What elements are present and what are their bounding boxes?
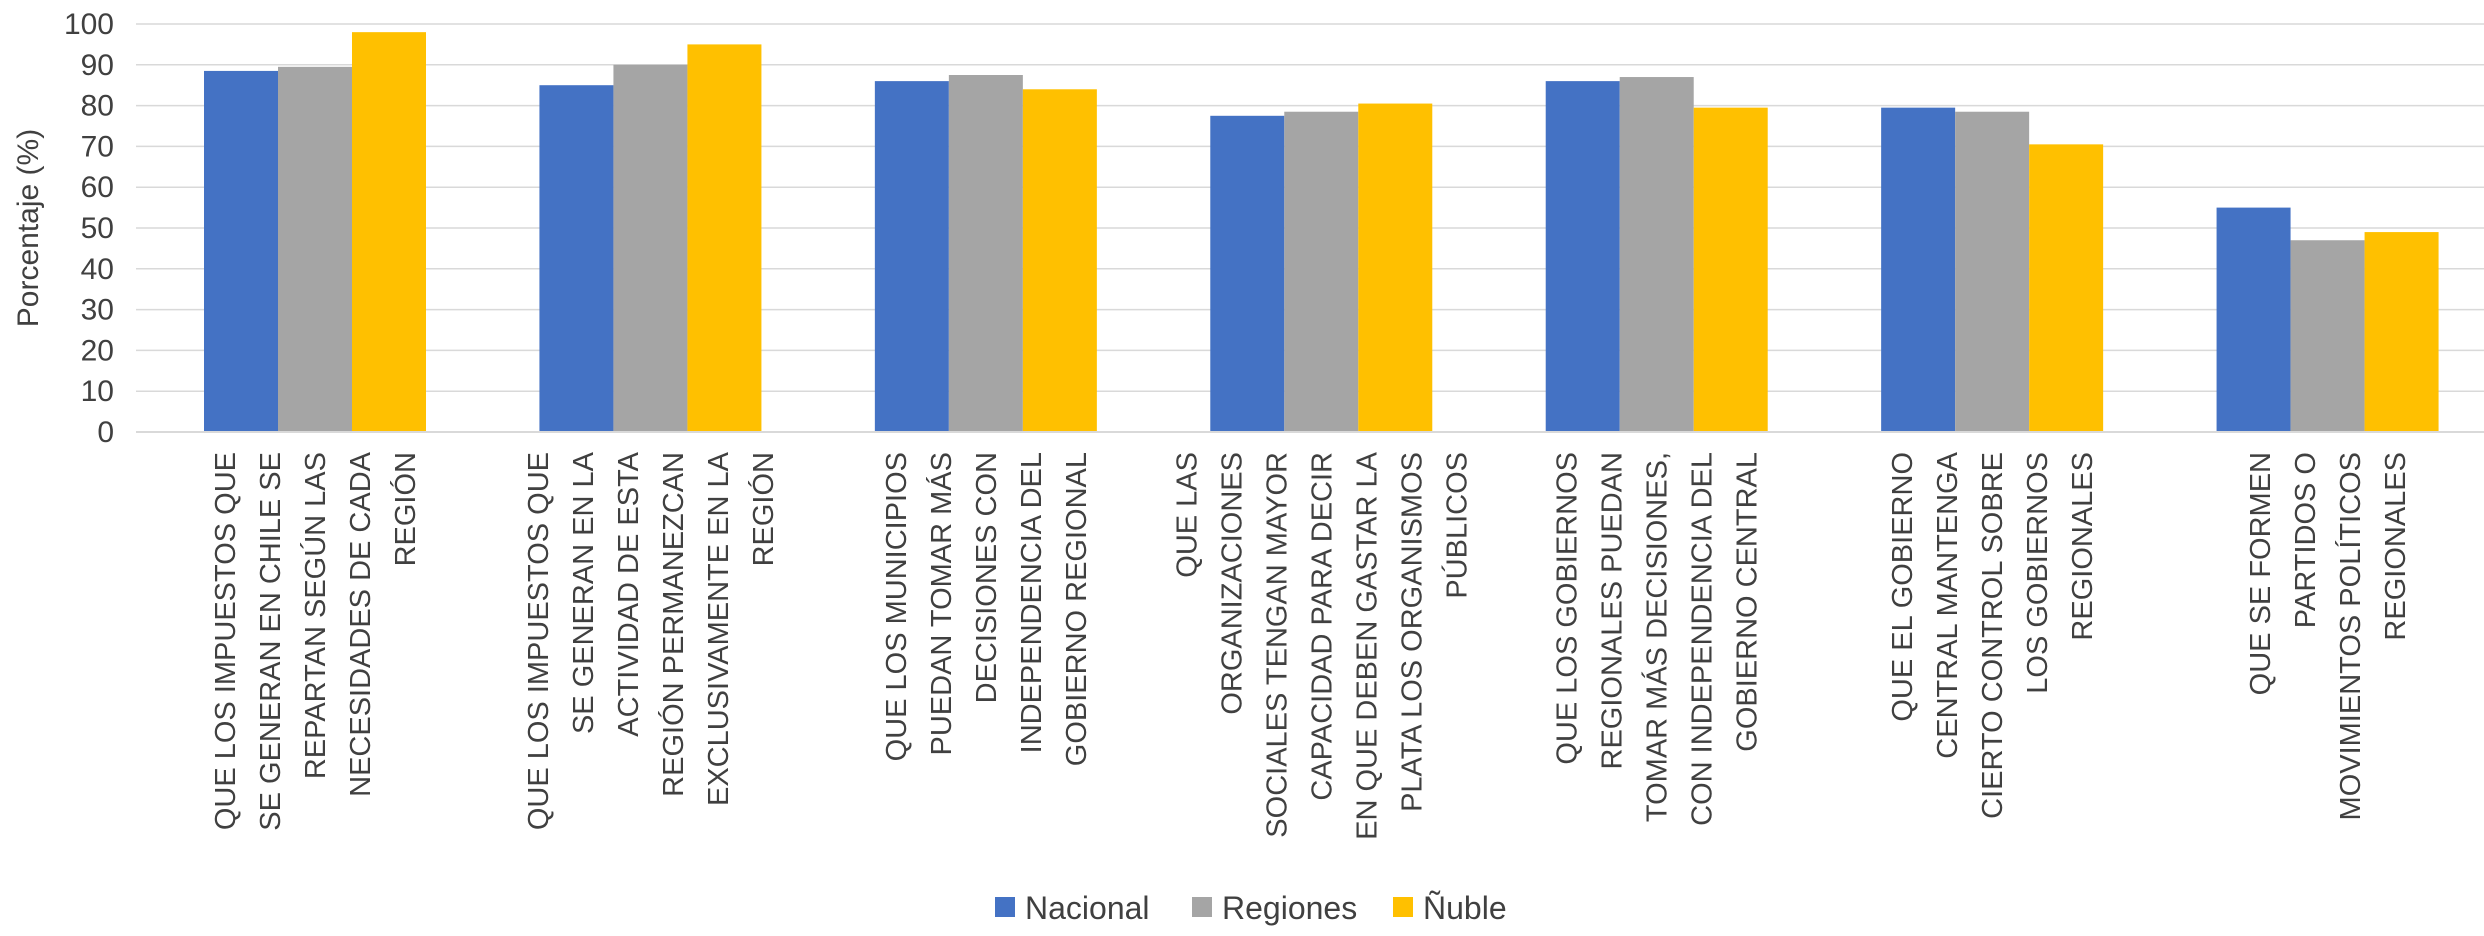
category-label-line: PARTIDOS O <box>2290 452 2322 628</box>
bar--uble-6 <box>2029 144 2104 433</box>
category-label-line: REGIONALES <box>2380 452 2412 641</box>
y-axis: 0 10 20 30 40 50 60 70 80 90 100 <box>64 8 114 449</box>
category-label-7: QUE SE FORMEN PARTIDOS O MOVIMIENTOS POLÍT… <box>2245 452 2412 820</box>
y-tick-label: 70 <box>81 130 114 163</box>
category-label-line: REGIÓN <box>747 452 780 566</box>
y-tick-label: 0 <box>97 416 114 449</box>
category-label-line: GOBIERNO REGIONAL <box>1061 452 1093 766</box>
bar-nacional-4 <box>1210 115 1285 433</box>
category-label-line: QUE LOS IMPUESTOS QUE <box>523 452 555 830</box>
y-tick-label: 100 <box>64 8 114 41</box>
category-label-3: QUE LOS MUNICIPIOS PUEDAN TOMAR MÁS DECISI… <box>881 452 1093 766</box>
category-label-4: QUE LAS ORGANIZACIONES SOCIALES TENGAN MAY… <box>1171 451 1473 839</box>
y-tick-label: 80 <box>81 90 114 123</box>
category-label-line: QUE LOS IMPUESTOS QUE <box>210 452 242 830</box>
category-label-line: PLATA LOS ORGANISMOS <box>1396 452 1428 812</box>
legend-swatch <box>1192 897 1212 917</box>
bar-regiones-5 <box>1619 77 1694 432</box>
category-label-line: REGIONALES <box>2067 452 2099 641</box>
legend-item-nacional: Nacional <box>995 890 1150 926</box>
category-label-line: REGIONALES PUEDAN <box>1597 452 1629 769</box>
bar-nacional-3 <box>874 81 949 433</box>
bar-regiones-6 <box>1955 111 2030 432</box>
bar-nacional-6 <box>1881 107 1956 432</box>
y-tick-label: 60 <box>81 171 114 204</box>
bar-nacional-7 <box>2216 207 2291 432</box>
legend-item--uble: Ñuble <box>1393 890 1507 926</box>
bar--uble-3 <box>1022 89 1097 432</box>
bar-nacional-2 <box>539 85 614 432</box>
category-label-line: ACTIVIDAD DE ESTA <box>613 451 645 736</box>
category-label-1: QUE LOS IMPUESTOS QUE SE GENERAN EN CHILE… <box>210 451 422 830</box>
category-label-line: CAPACIDAD PARA DECIR <box>1306 452 1338 801</box>
y-tick-label: 90 <box>81 49 114 82</box>
category-label-line: PÚBLICOS <box>1440 452 1473 599</box>
category-label-line: QUE EL GOBIERNO <box>1887 452 1919 722</box>
bar-regiones-2 <box>613 64 688 433</box>
category-label-line: CON INDEPENDENCIA DEL <box>1687 452 1719 826</box>
category-label-line: REGIÓN PERMANEZCAN <box>657 452 690 797</box>
category-label-line: INDEPENDENCIA DEL <box>1016 452 1048 753</box>
category-label-line: CIERTO CONTROL SOBRE <box>1977 452 2009 819</box>
legend-item-regiones: Regiones <box>1192 890 1357 926</box>
category-label-line: SOCIALES TENGAN MAYOR <box>1261 452 1293 838</box>
legend-label: Ñuble <box>1423 890 1507 926</box>
bar-regiones-3 <box>948 75 1023 432</box>
y-axis-label: Porcentaje (%) <box>12 129 45 327</box>
category-label-2: QUE LOS IMPUESTOS QUE SE GENERAN EN LA ACT… <box>523 451 780 830</box>
bar-nacional-5 <box>1545 81 1620 433</box>
category-label-line: QUE LAS <box>1171 452 1203 578</box>
category-label-line: SE GENERAN EN CHILE SE <box>255 452 287 831</box>
bars <box>204 32 2439 433</box>
legend: Nacional Regiones Ñuble <box>995 890 1507 926</box>
bar--uble-2 <box>687 44 762 433</box>
category-label-6: QUE EL GOBIERNO CENTRAL MANTENGA CIERTO CO… <box>1887 451 2099 819</box>
category-labels: QUE LOS IMPUESTOS QUE SE GENERAN EN CHILE… <box>210 451 2412 839</box>
y-tick-label: 30 <box>81 294 114 327</box>
category-label-line: GOBIERNO CENTRAL <box>1732 452 1764 752</box>
category-label-line: CENTRAL MANTENGA <box>1932 451 1964 758</box>
category-label-line: NECESIDADES DE CADA <box>345 451 377 797</box>
category-label-line: REPARTAN SEGÚN LAS <box>299 452 332 779</box>
bar-regiones-7 <box>2290 240 2365 432</box>
category-label-line: SE GENERAN EN LA <box>568 451 600 734</box>
legend-swatch <box>995 897 1015 917</box>
y-tick-label: 10 <box>81 375 114 408</box>
legend-label: Nacional <box>1025 890 1150 926</box>
category-label-line: QUE LOS GOBIERNOS <box>1552 452 1584 765</box>
category-label-line: DECISIONES CON <box>971 452 1003 703</box>
y-tick-label: 50 <box>81 212 114 245</box>
category-label-line: EN QUE DEBEN GASTAR LA <box>1351 451 1383 839</box>
y-tick-label: 20 <box>81 334 114 367</box>
category-label-line: LOS GOBIERNOS <box>2022 452 2054 694</box>
bar--uble-5 <box>1693 107 1768 432</box>
category-label-5: QUE LOS GOBIERNOS REGIONALES PUEDAN TOMAR … <box>1552 452 1764 826</box>
bar--uble-4 <box>1358 103 1433 432</box>
bar-regiones-1 <box>278 66 352 432</box>
category-label-line: MOVIMIENTOS POLÍTICOS <box>2334 452 2367 820</box>
category-label-line: ORGANIZACIONES <box>1216 452 1248 715</box>
category-label-line: TOMAR MÁS DECISIONES, <box>1641 452 1674 822</box>
bar--uble-1 <box>352 32 426 432</box>
category-label-line: REGIÓN <box>389 452 422 566</box>
category-label-line: QUE LOS MUNICIPIOS <box>881 452 913 761</box>
y-tick-label: 40 <box>81 253 114 286</box>
legend-swatch <box>1393 897 1413 917</box>
category-label-line: QUE SE FORMEN <box>2245 452 2277 695</box>
category-label-line: PUEDAN TOMAR MÁS <box>925 452 958 755</box>
bar--uble-7 <box>2364 232 2439 432</box>
category-label-line: EXCLUSIVAMENTE EN LA <box>703 451 735 806</box>
bar-regiones-4 <box>1284 111 1359 432</box>
bar-nacional-1 <box>204 70 278 433</box>
legend-label: Regiones <box>1222 890 1357 926</box>
